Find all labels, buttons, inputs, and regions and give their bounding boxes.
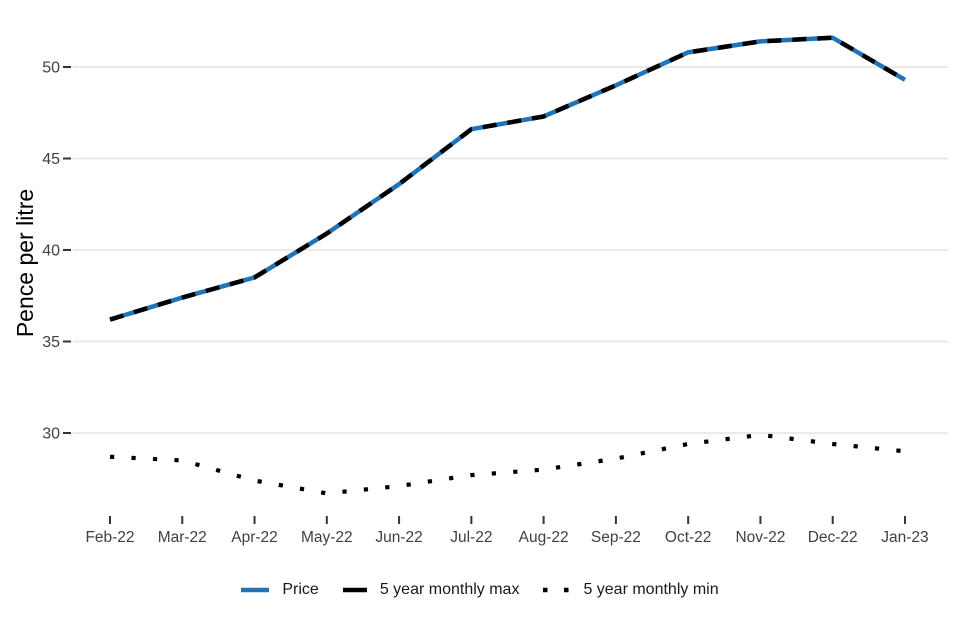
y-tick-label-45: 45 xyxy=(42,151,60,168)
line-chart-figure: 30 35 40 45 50 Feb-22 Mar-22 Apr-22 May-22 Jun-22… xyxy=(12,35,948,546)
legend-item-max: 5 year monthly max xyxy=(342,581,520,599)
y-tick-label-50: 50 xyxy=(42,60,60,77)
legend-item-price: Price xyxy=(241,581,319,599)
y-tick-label-40: 40 xyxy=(42,243,60,260)
x-tick-label-Jun-22: Jun-22 xyxy=(375,529,422,546)
price-line xyxy=(109,35,907,322)
min-dotted-line-swatch-icon xyxy=(543,587,569,593)
x-tick-label-Dec-22: Dec-22 xyxy=(808,529,858,546)
x-tick-label-Jan-23: Jan-23 xyxy=(881,529,928,546)
y-tick-label-30: 30 xyxy=(42,426,60,443)
chart-legend: Price 5 year monthly max 5 year monthly … xyxy=(0,581,960,599)
x-tick-label-Nov-22: Nov-22 xyxy=(735,529,785,546)
max-dashed-line xyxy=(109,35,907,322)
x-tick-label-May-22: May-22 xyxy=(301,529,353,546)
x-tick-label-Feb-22: Feb-22 xyxy=(85,529,134,546)
price-solid-line-swatch-icon xyxy=(241,587,270,593)
x-tick-label-Apr-22: Apr-22 xyxy=(231,529,278,546)
y-axis-title: Pence per litre xyxy=(12,189,38,337)
chart-canvas: 30 35 40 45 50 Feb-22 Mar-22 Apr-22 May-22 Jun-22… xyxy=(12,35,948,546)
x-tick-label-Mar-22: Mar-22 xyxy=(158,529,207,546)
x-tick-label-Oct-22: Oct-22 xyxy=(665,529,712,546)
x-tick-label-Jul-22: Jul-22 xyxy=(450,529,492,546)
x-tick-label-Aug-22: Aug-22 xyxy=(519,529,569,546)
legend-label-min: 5 year monthly min xyxy=(583,581,719,598)
y-tick-label-35: 35 xyxy=(42,334,60,351)
x-tick-label-Sep-22: Sep-22 xyxy=(591,529,641,546)
legend-label-price: Price xyxy=(282,581,319,598)
min-dotted-line xyxy=(109,432,906,496)
legend-label-max: 5 year monthly max xyxy=(379,581,520,598)
max-dashed-line-swatch-icon xyxy=(342,587,367,593)
legend-item-min: 5 year monthly min xyxy=(543,581,719,599)
